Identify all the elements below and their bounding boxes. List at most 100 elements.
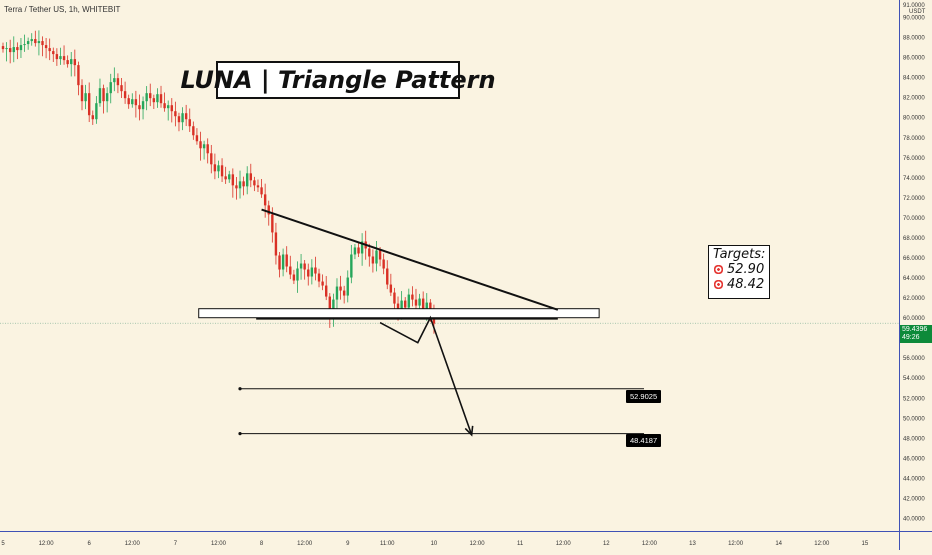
candle-body <box>382 259 385 269</box>
currency-label: USDT <box>909 9 926 15</box>
candle-body <box>206 144 209 154</box>
candle-body <box>228 174 231 180</box>
price-tick-label: 62.0000 <box>903 296 925 302</box>
candle-body <box>303 263 306 270</box>
candle-body <box>332 299 335 316</box>
candle-body <box>102 88 105 102</box>
candle-body <box>44 45 48 49</box>
candle-body <box>411 294 414 300</box>
candle-body <box>123 91 127 99</box>
price-tick-label: 74.0000 <box>903 176 925 182</box>
time-tick-label: 13 <box>689 541 696 547</box>
candle-body <box>396 303 400 310</box>
candle-body <box>368 248 371 257</box>
candle-body <box>238 181 242 189</box>
candle-body <box>217 165 220 172</box>
candle-body <box>23 44 26 46</box>
candle-body <box>210 153 213 165</box>
candle-body <box>378 250 382 260</box>
price-tick-label: 70.0000 <box>903 216 925 222</box>
candle-body <box>30 39 33 42</box>
time-tick-label: 12:00 <box>39 541 55 547</box>
candle-body <box>177 116 181 123</box>
candle-body <box>260 187 263 195</box>
price-tick-label: 52.0000 <box>903 396 925 402</box>
time-tick-label: 12:00 <box>642 541 658 547</box>
chart-title-box[interactable]: LUNA | Triangle Pattern <box>180 61 496 99</box>
candle-body <box>360 241 364 254</box>
candle-body <box>421 298 425 309</box>
time-tick-label: 12:00 <box>125 541 141 547</box>
candle-body <box>246 173 249 187</box>
candle-body <box>321 281 324 286</box>
target-row-1: 52.90 <box>713 262 769 277</box>
price-tick-label: 42.0000 <box>903 496 925 502</box>
price-tick-label: 50.0000 <box>903 416 925 422</box>
price-tick-label: 64.0000 <box>903 276 925 282</box>
time-tick-label: 11:00 <box>380 541 395 547</box>
price-tick-label: 66.0000 <box>903 256 925 262</box>
candle-body <box>181 113 184 123</box>
time-tick-label: 5 <box>1 541 5 547</box>
candle-body <box>66 60 69 65</box>
target-row-2: 48.42 <box>713 277 769 292</box>
candle-body <box>192 126 195 136</box>
candle-body <box>59 56 62 60</box>
price-tick-label: 72.0000 <box>903 196 925 202</box>
candle-body <box>418 298 421 306</box>
candle-body <box>73 59 77 66</box>
candle-body <box>16 47 19 51</box>
price-tick-label: 84.0000 <box>903 76 925 82</box>
projection-path <box>379 315 473 436</box>
time-tick-label: 6 <box>88 541 92 547</box>
candle-body <box>235 185 238 189</box>
candle-body <box>202 144 206 149</box>
candle-body <box>156 94 159 103</box>
target2-price-label: 48.4187 <box>626 434 662 447</box>
candle-body <box>386 268 389 285</box>
candle-body <box>371 256 375 264</box>
target1-price-label: 52.9025 <box>626 390 662 403</box>
candle-body <box>393 292 396 304</box>
candle-body <box>407 294 411 308</box>
candle-body <box>77 65 80 86</box>
candle-body <box>389 284 393 293</box>
candle-body <box>12 47 15 53</box>
time-tick-label: 12:00 <box>556 541 572 547</box>
price-tick-label: 78.0000 <box>903 136 925 142</box>
candle-body <box>213 164 217 172</box>
time-tick-label: 12:00 <box>297 541 313 547</box>
candle-body <box>281 254 285 270</box>
candle-body <box>289 266 292 275</box>
candle-body <box>404 300 407 308</box>
candle-body <box>1 46 5 50</box>
candle-body <box>339 286 342 291</box>
candle-body <box>48 48 51 52</box>
candle-body <box>87 93 91 116</box>
time-tick-label: 8 <box>260 541 264 547</box>
candle-body <box>55 54 59 60</box>
candle-body <box>256 185 260 188</box>
triangle-upper-line <box>261 208 559 311</box>
candle-body <box>80 85 84 102</box>
candle-body <box>267 205 270 215</box>
candle-body <box>145 93 148 102</box>
candle-body <box>220 165 224 177</box>
candle-body <box>285 254 288 267</box>
drawings <box>198 208 645 437</box>
candle-body <box>84 93 87 102</box>
time-tick-label: 12:00 <box>814 541 830 547</box>
candle-body <box>263 194 267 206</box>
candle-body <box>350 254 353 278</box>
targets-box[interactable]: Targets: 52.90 48.42 <box>708 245 770 299</box>
price-tick-label: 90.0000 <box>903 16 925 22</box>
current-price-value: 59.4396 <box>902 326 928 333</box>
candle-body <box>307 269 310 277</box>
candle-body <box>62 56 66 61</box>
target-icon <box>713 279 724 290</box>
candle-body <box>414 299 418 306</box>
candle-body <box>278 255 281 270</box>
support-zone <box>198 308 600 319</box>
price-tick-label: 54.0000 <box>903 376 925 382</box>
